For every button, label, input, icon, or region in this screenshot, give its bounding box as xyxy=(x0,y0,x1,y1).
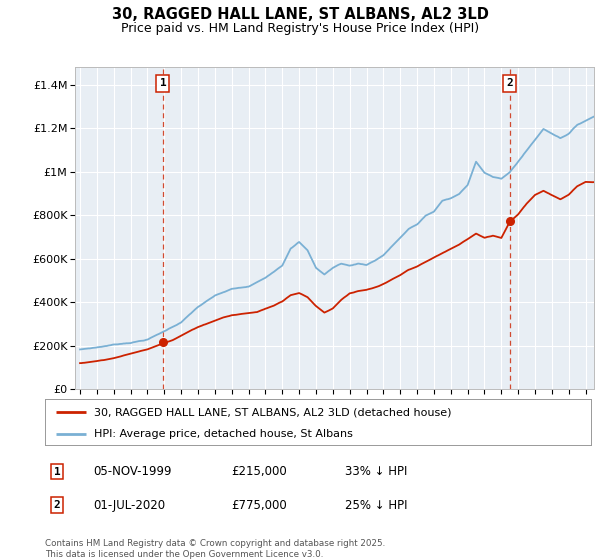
Text: HPI: Average price, detached house, St Albans: HPI: Average price, detached house, St A… xyxy=(94,429,353,438)
Text: 30, RAGGED HALL LANE, ST ALBANS, AL2 3LD (detached house): 30, RAGGED HALL LANE, ST ALBANS, AL2 3LD… xyxy=(94,407,452,417)
Text: 01-JUL-2020: 01-JUL-2020 xyxy=(93,498,165,512)
Text: £215,000: £215,000 xyxy=(231,465,287,478)
Text: 2: 2 xyxy=(53,500,61,510)
Text: 25% ↓ HPI: 25% ↓ HPI xyxy=(345,498,407,512)
Text: 33% ↓ HPI: 33% ↓ HPI xyxy=(345,465,407,478)
Text: Contains HM Land Registry data © Crown copyright and database right 2025.
This d: Contains HM Land Registry data © Crown c… xyxy=(45,539,385,559)
Text: 2: 2 xyxy=(506,78,513,88)
Text: Price paid vs. HM Land Registry's House Price Index (HPI): Price paid vs. HM Land Registry's House … xyxy=(121,22,479,35)
Text: 1: 1 xyxy=(53,466,61,477)
Text: 05-NOV-1999: 05-NOV-1999 xyxy=(93,465,172,478)
Text: 30, RAGGED HALL LANE, ST ALBANS, AL2 3LD: 30, RAGGED HALL LANE, ST ALBANS, AL2 3LD xyxy=(112,7,488,22)
Text: £775,000: £775,000 xyxy=(231,498,287,512)
Text: 1: 1 xyxy=(160,78,166,88)
